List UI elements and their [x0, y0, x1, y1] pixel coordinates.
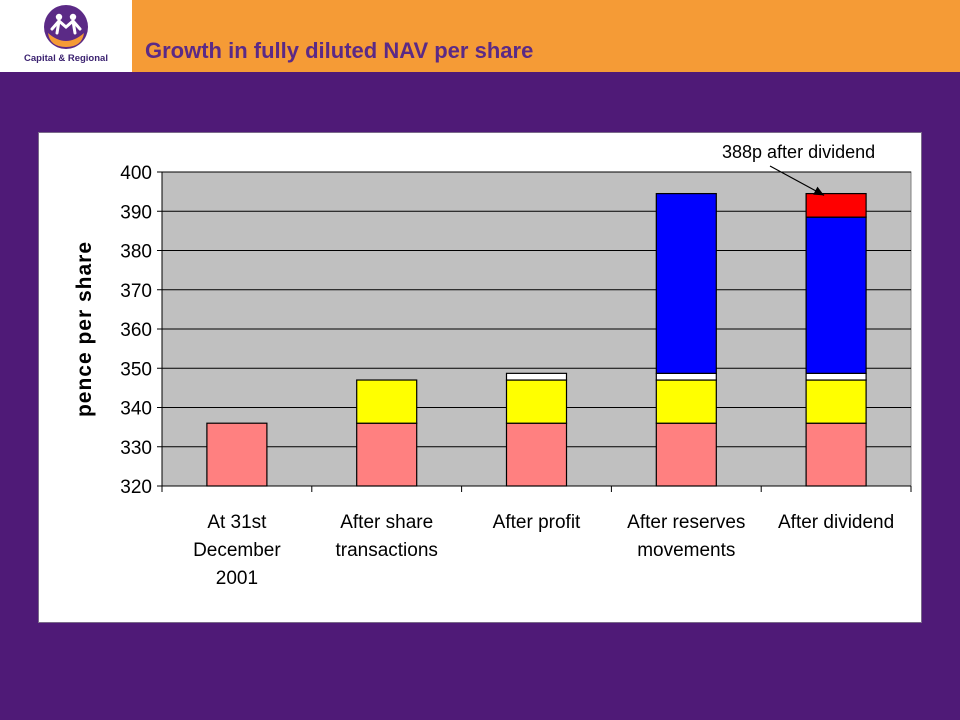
bar-segment: [655, 372, 717, 381]
logo-emblem-icon: [44, 5, 88, 49]
x-tick-label: transactions: [335, 540, 437, 561]
bar-segment: [505, 379, 568, 424]
y-axis-title: pence per share: [73, 241, 96, 417]
bar-segment: [805, 379, 867, 424]
bar-segment: [505, 372, 568, 381]
logo: Capital & Regional: [0, 0, 132, 72]
annotation-arrow-line: [769, 165, 825, 196]
bar-segment: [655, 192, 717, 374]
header-bar: Capital & Regional Growth in fully dilut…: [0, 0, 960, 72]
x-tick-label: December: [193, 540, 281, 561]
y-tick-label: 350: [120, 359, 152, 380]
bar-segment: [805, 216, 867, 374]
bar-segment: [356, 379, 418, 424]
bar-segment: [805, 372, 867, 381]
x-tick-label: After share: [340, 512, 433, 533]
y-tick-label: 400: [120, 163, 152, 184]
annotation-arrow-head: [813, 186, 825, 196]
x-tick-label: 2001: [216, 568, 258, 589]
bar-chart: 320 330 340 350 360 370 380 390 400 At 31st Decem…: [73, 142, 912, 589]
bar-segment: [655, 422, 717, 487]
x-tick-label: After dividend: [778, 512, 894, 533]
bar-segment: [356, 422, 418, 487]
y-tick-label: 330: [120, 438, 152, 459]
bar-segment: [505, 422, 568, 487]
y-tick-label: 360: [120, 320, 152, 341]
y-tick-label: 380: [120, 242, 152, 263]
bar-segment: [805, 422, 867, 487]
bar-segment: [655, 379, 717, 424]
x-tick-label: After profit: [493, 512, 581, 533]
y-tick-label: 370: [120, 281, 152, 302]
y-tick-label: 340: [120, 399, 152, 420]
x-tick-label: After reserves: [627, 512, 745, 533]
logo-text: Capital & Regional: [24, 53, 108, 64]
y-tick-label: 320: [120, 477, 152, 498]
page-title: Growth in fully diluted NAV per share: [145, 38, 534, 63]
bar-segment: [206, 422, 268, 487]
bar-segment: [805, 192, 867, 218]
x-tick-label: movements: [637, 540, 735, 561]
chart-panel: 320 330 340 350 360 370 380 390 400 At 31st Decem…: [38, 132, 922, 623]
annotation-label: 388p after dividend: [722, 142, 875, 162]
y-tick-label: 390: [120, 202, 152, 223]
x-tick-label: At 31st: [207, 512, 267, 533]
